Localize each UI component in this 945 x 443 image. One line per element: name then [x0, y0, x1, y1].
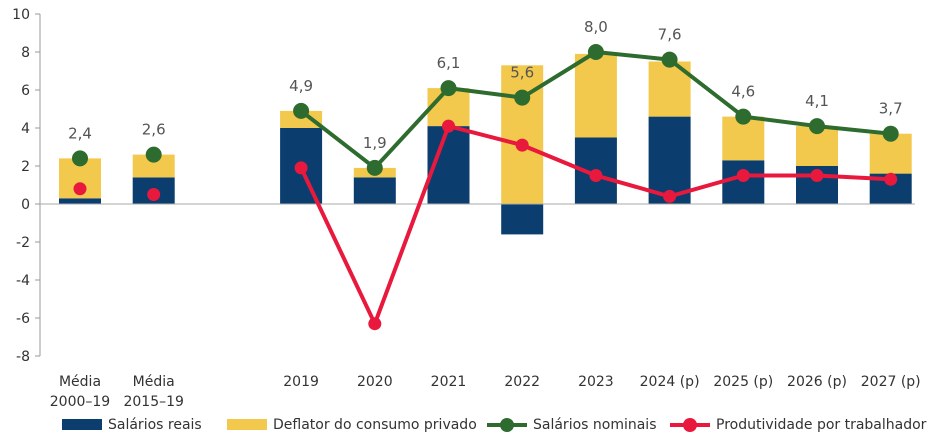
legend-item: Salários nominais — [487, 417, 657, 433]
legend-item: Produtividade por trabalhador — [670, 417, 927, 433]
point-produtividade-por-trabalhador — [884, 172, 898, 186]
x-tick-label: 2023 — [578, 374, 614, 390]
legend: Salários reais Deflator do consumo privad… — [62, 417, 927, 433]
point-salários-nominais — [587, 44, 604, 60]
legend-label: Salários reais — [108, 417, 202, 433]
legend-label: Deflator do consumo privado — [273, 417, 477, 433]
point-produtividade-por-trabalhador — [442, 119, 455, 133]
legend-marker — [500, 418, 514, 432]
data-label-layer: 2,4 2,6 4,9 1,9 6,1 5,6 8,0 7,6 4,6 4,1 3,7 — [68, 18, 903, 152]
point-salários-nominais — [735, 108, 752, 125]
x-tick-label: Média — [59, 374, 101, 390]
point-produtividade-por-trabalhador — [663, 189, 677, 203]
x-tick-label: 2027 (p) — [861, 374, 921, 390]
x-tick-label: 2019 — [283, 374, 319, 390]
y-tick-label: 6 — [21, 83, 30, 99]
x-tick-label: 2020 — [357, 374, 393, 390]
x-tick-label: 2024 (p) — [640, 374, 700, 390]
legend-swatch — [227, 419, 267, 430]
point-produtividade-por-trabalhador — [810, 169, 824, 182]
point-salários-nominais — [440, 80, 457, 97]
y-axis: -8 -6 -4 -2 0 2 4 6 8 10 — [12, 7, 915, 365]
point-produtividade-por-trabalhador — [73, 182, 87, 196]
x-tick-label: 2026 (p) — [787, 374, 847, 390]
x-tick-label: Média — [133, 374, 175, 390]
bar-salários-reais — [648, 116, 691, 204]
y-tick-label: -4 — [16, 273, 30, 289]
point-produtividade-por-trabalhador — [736, 169, 750, 182]
point-salários-nominais — [145, 146, 162, 163]
legend-item: Deflator do consumo privado — [227, 417, 477, 433]
x-tick-label: 2025 (p) — [713, 374, 773, 390]
bar-layer — [59, 53, 912, 235]
data-label: 6,1 — [437, 54, 461, 72]
legend-label: Produtividade por trabalhador — [716, 417, 927, 433]
data-label: 4,6 — [731, 83, 755, 101]
data-label: 2,4 — [68, 124, 92, 142]
legend-marker — [683, 418, 697, 432]
point-salários-nominais — [514, 89, 531, 106]
point-produtividade-por-trabalhador — [294, 161, 308, 175]
data-label: 3,7 — [879, 100, 903, 118]
point-salários-nominais — [293, 102, 310, 119]
y-tick-label: -2 — [16, 235, 30, 251]
bar-deflator-do-consumo-privado — [280, 110, 323, 128]
y-tick-label: 8 — [21, 45, 30, 61]
data-label: 8,0 — [584, 18, 608, 36]
bar-salários-reais — [501, 204, 544, 235]
y-tick-label: 10 — [12, 7, 30, 23]
point-produtividade-por-trabalhador — [368, 317, 382, 331]
point-produtividade-por-trabalhador — [515, 138, 529, 152]
point-salários-nominais — [366, 159, 383, 176]
legend-item: Salários reais — [62, 417, 202, 433]
bar-salários-reais — [353, 177, 396, 204]
x-tick-label: 2022 — [504, 374, 540, 390]
bar-deflator-do-consumo-privado — [574, 53, 617, 138]
x-tick-label: 2000–19 — [50, 394, 110, 410]
y-tick-label: 2 — [21, 159, 30, 175]
y-tick-label: -8 — [16, 349, 30, 365]
data-label: 4,1 — [805, 92, 829, 110]
point-salários-nominais — [661, 51, 678, 68]
y-tick-label: -6 — [16, 311, 30, 327]
legend-swatch — [62, 419, 102, 430]
data-label: 1,9 — [363, 134, 387, 152]
point-produtividade-por-trabalhador — [147, 188, 161, 201]
data-label: 7,6 — [658, 26, 682, 44]
point-salários-nominais — [809, 118, 825, 135]
y-tick-label: 4 — [21, 121, 30, 137]
point-salários-nominais — [882, 125, 899, 142]
data-label: 2,6 — [142, 121, 166, 139]
bar-deflator-do-consumo-privado — [132, 154, 175, 178]
x-tick-label: 2021 — [431, 374, 467, 390]
point-produtividade-por-trabalhador — [589, 169, 603, 182]
bar-deflator-do-consumo-privado — [501, 65, 544, 204]
point-salários-nominais — [72, 150, 88, 167]
line-layer — [72, 44, 899, 331]
bar-salários-reais — [59, 198, 101, 204]
data-label: 4,9 — [289, 77, 313, 95]
data-label: 5,6 — [510, 64, 534, 82]
legend-label: Salários nominais — [533, 417, 657, 433]
bar-salários-reais — [722, 160, 765, 204]
y-tick-label: 0 — [21, 197, 30, 213]
x-axis-labels: Média 2000–19 Média 2015–19 2019 2020 2021 2022… — [50, 374, 921, 410]
x-tick-label: 2015–19 — [123, 394, 183, 410]
